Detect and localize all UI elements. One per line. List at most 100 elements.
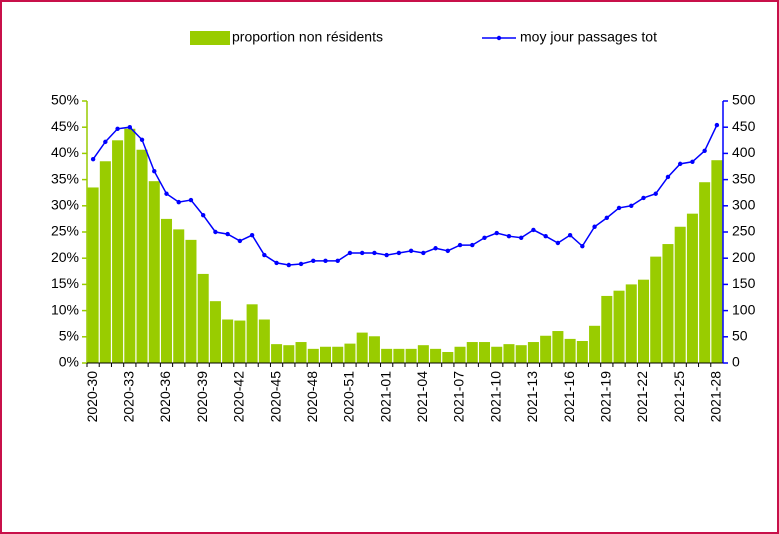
bar bbox=[160, 218, 173, 363]
y2-tick-label: 350 bbox=[732, 170, 756, 186]
bar bbox=[124, 128, 136, 363]
bar bbox=[662, 244, 674, 363]
bar bbox=[368, 336, 380, 363]
bar bbox=[99, 161, 111, 363]
bar bbox=[295, 342, 307, 363]
bar bbox=[332, 346, 344, 363]
line-point bbox=[641, 195, 646, 201]
y-tick-label: 45% bbox=[51, 118, 79, 134]
bar bbox=[393, 348, 405, 363]
line-point bbox=[433, 246, 438, 251]
x-tick-label: 2020-42 bbox=[231, 371, 247, 423]
bar bbox=[503, 344, 515, 363]
x-tick-label: 2021-22 bbox=[634, 371, 650, 423]
line-point bbox=[200, 213, 206, 218]
line-point bbox=[677, 161, 683, 167]
line-point bbox=[629, 203, 634, 208]
bar bbox=[442, 351, 454, 363]
x-tick-label: 2021-10 bbox=[487, 371, 503, 423]
line-point bbox=[103, 139, 108, 145]
bar bbox=[491, 346, 503, 363]
line-point bbox=[702, 148, 707, 153]
line-point bbox=[127, 125, 133, 130]
bar bbox=[625, 284, 637, 363]
line-point bbox=[176, 199, 181, 205]
x-tick-label: 2020-36 bbox=[157, 371, 173, 423]
line-point bbox=[408, 248, 414, 254]
bar bbox=[613, 290, 625, 363]
y2-tick-label: 200 bbox=[732, 249, 756, 265]
bar bbox=[540, 335, 552, 363]
bar bbox=[148, 181, 160, 363]
bar bbox=[576, 340, 588, 363]
line-point bbox=[567, 232, 573, 238]
x-tick-label: 2021-01 bbox=[377, 371, 393, 423]
bar bbox=[283, 345, 295, 363]
line-point bbox=[225, 231, 230, 237]
y2-tick-label: 300 bbox=[732, 197, 756, 213]
y-tick-label: 5% bbox=[59, 328, 79, 344]
y-tick-label: 15% bbox=[51, 275, 79, 291]
y2-tick-label: 100 bbox=[732, 301, 756, 317]
bar bbox=[527, 342, 539, 363]
y-tick-label: 50% bbox=[51, 92, 79, 108]
line-point bbox=[714, 122, 720, 128]
line-point bbox=[152, 169, 157, 174]
line-point bbox=[323, 258, 328, 264]
bar bbox=[430, 348, 442, 363]
x-tick-label: 2021-16 bbox=[561, 371, 577, 423]
line-series bbox=[92, 124, 718, 266]
x-tick-label: 2020-51 bbox=[341, 371, 357, 423]
bar bbox=[711, 160, 723, 363]
y-tick-label: 25% bbox=[51, 223, 79, 239]
line-point bbox=[347, 250, 353, 256]
x-tick-label: 2020-48 bbox=[304, 371, 320, 423]
bar bbox=[319, 346, 332, 363]
line-point bbox=[90, 156, 96, 162]
y2-tick-label: 0 bbox=[732, 354, 740, 370]
bar bbox=[173, 229, 185, 363]
bar bbox=[356, 332, 368, 363]
legend-swatch-point bbox=[496, 35, 502, 41]
bar bbox=[699, 182, 711, 363]
bar bbox=[650, 256, 662, 363]
bar bbox=[209, 301, 221, 363]
line-point bbox=[237, 238, 243, 244]
bar bbox=[564, 338, 576, 363]
y-tick-label: 20% bbox=[51, 249, 79, 265]
line-point bbox=[396, 250, 402, 256]
line-point bbox=[494, 230, 499, 236]
line-point bbox=[665, 174, 671, 180]
x-tick-label: 2021-28 bbox=[708, 371, 724, 423]
bar bbox=[454, 346, 466, 363]
line-point bbox=[249, 232, 255, 238]
line-point bbox=[690, 159, 695, 164]
x-tick-label: 2020-45 bbox=[267, 371, 283, 423]
bar bbox=[185, 239, 197, 363]
bar bbox=[589, 325, 601, 363]
line-point bbox=[604, 215, 610, 221]
y2-tick-label: 500 bbox=[732, 92, 756, 108]
x-tick-label: 2020-30 bbox=[84, 371, 100, 423]
bar bbox=[271, 344, 283, 363]
line-point bbox=[274, 260, 279, 266]
line-point bbox=[445, 248, 451, 254]
x-tick-label: 2021-19 bbox=[598, 371, 614, 423]
y-tick-label: 30% bbox=[51, 197, 79, 213]
bar bbox=[222, 319, 234, 363]
line-point bbox=[115, 126, 120, 131]
y2-tick-label: 400 bbox=[732, 144, 756, 160]
x-tick-label: 2020-39 bbox=[194, 371, 210, 423]
bar bbox=[246, 304, 258, 363]
line-point bbox=[188, 197, 194, 203]
line-point bbox=[457, 242, 463, 248]
line-point bbox=[286, 262, 292, 268]
line-point bbox=[164, 191, 169, 196]
line-point bbox=[335, 258, 340, 264]
line-point bbox=[139, 137, 145, 142]
bar bbox=[258, 319, 270, 363]
bar bbox=[686, 213, 698, 363]
line-point bbox=[470, 242, 475, 248]
bar bbox=[515, 345, 527, 363]
